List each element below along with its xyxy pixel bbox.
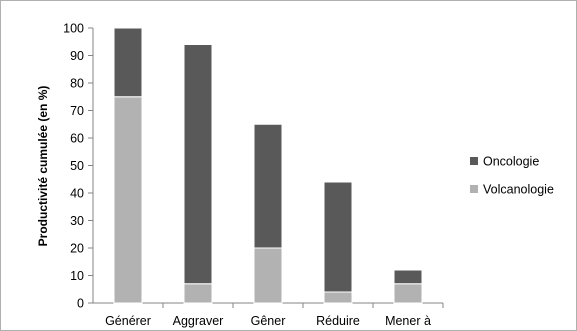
bar-volcanologie-2 [183,283,213,304]
y-axis-title: Productivité cumulée (en %) [36,86,50,247]
bar-oncologie-1 [113,27,143,98]
legend: Oncologie Volcanologie [470,155,554,197]
y-tick-label: 20 [70,242,84,256]
legend-label-volcanologie: Volcanologie [483,183,554,197]
y-tick-label: 70 [70,104,84,118]
y-tick-label: 40 [70,187,84,201]
legend-swatch-volcanologie [470,185,478,193]
legend-swatch-oncologie [470,157,478,165]
bar-oncologie-2 [183,44,213,285]
bar-volcanologie-1 [113,96,143,304]
y-tick-label: 60 [70,132,84,146]
bar-oncologie-5 [393,269,423,285]
y-tick-label: 10 [70,269,84,283]
bar-oncologie-3 [253,123,283,249]
plot-area: 0 10 20 30 40 50 60 70 80 90 100 Générer Aggraver Gên… [63,22,444,328]
y-tick-label: 90 [70,49,84,63]
y-tick-label: 80 [70,77,84,91]
x-tick-label: Réduire [316,314,360,328]
y-tick-label: 50 [70,159,84,173]
y-tick-label: 100 [63,22,84,36]
bar-volcanologie-5 [393,283,423,304]
x-tick-label: Aggraver [173,314,224,328]
bar-volcanologie-4 [323,291,353,304]
bar-oncologie-4 [323,181,353,293]
x-tick-label: Gêner [251,314,286,328]
x-tick-label: Mener à [385,314,431,328]
legend-label-oncologie: Oncologie [483,155,539,169]
x-tick-label: Générer [105,314,151,328]
y-tick-label: 0 [77,297,84,311]
y-tick-label: 30 [70,214,84,228]
bar-volcanologie-3 [253,247,283,304]
